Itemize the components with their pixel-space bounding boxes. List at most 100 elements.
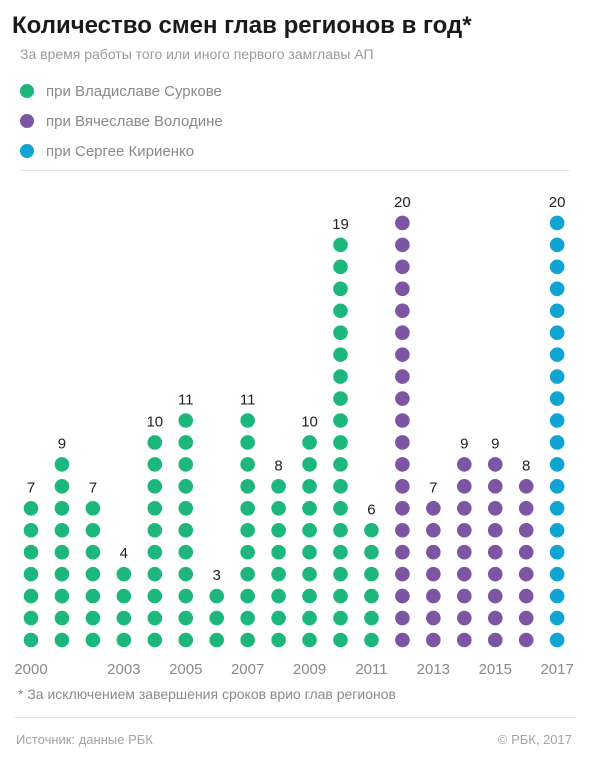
dot-2005-11 (178, 413, 194, 428)
dot-2013-3 (426, 588, 441, 604)
dot-2010-7 (333, 501, 348, 516)
dot-2017-5 (549, 544, 565, 560)
dot-2015-5 (487, 544, 503, 560)
dot-2016-4 (518, 566, 534, 582)
dot-2005-6 (178, 522, 194, 538)
value-label-2013: 7 (429, 479, 437, 496)
dot-2012-15 (395, 325, 410, 341)
dot-2012-14 (395, 347, 410, 362)
dot-2005-8 (178, 479, 194, 494)
dot-2008-3 (271, 588, 286, 604)
dot-2004-5 (147, 544, 163, 560)
dot-2001-6 (54, 522, 70, 538)
x-tick-2011: 2011 (355, 661, 387, 678)
dot-2001-8 (54, 479, 70, 494)
dot-2009-7 (302, 501, 317, 516)
dot-2000-1 (23, 632, 39, 648)
dot-2014-5 (457, 544, 472, 560)
dot-2017-20 (549, 215, 565, 231)
dot-2005-2 (178, 610, 194, 626)
dot-2009-6 (302, 522, 317, 538)
dot-2014-3 (457, 588, 472, 604)
dot-2010-9 (333, 457, 348, 472)
dot-2003-2 (116, 610, 132, 626)
legend-item-volodin: при Вячеславе Володине (20, 106, 223, 136)
dot-2013-2 (426, 610, 441, 626)
value-label-2015: 9 (491, 435, 499, 452)
dot-2005-1 (178, 632, 194, 648)
dot-2008-7 (271, 501, 286, 516)
dot-2008-5 (271, 544, 286, 560)
value-label-2009: 10 (301, 413, 318, 430)
dot-2013-6 (426, 522, 441, 538)
dot-2012-12 (395, 391, 410, 406)
dot-2010-1 (333, 632, 348, 648)
dot-2007-8 (240, 479, 255, 494)
dot-2003-1 (116, 632, 132, 648)
dot-2012-11 (395, 413, 410, 428)
x-tick-2015: 2015 (479, 661, 512, 678)
dot-2004-6 (147, 522, 163, 538)
dot-2001-5 (54, 544, 70, 560)
chart-title: Количество смен глав регионов в год* (12, 12, 472, 39)
dot-2011-6 (364, 522, 379, 538)
dot-2009-3 (302, 588, 317, 604)
dot-2008-8 (271, 479, 286, 494)
top-divider (20, 170, 570, 171)
dot-2015-9 (487, 457, 503, 472)
dot-2017-8 (549, 479, 565, 494)
dot-2007-6 (240, 522, 255, 538)
dot-2012-6 (395, 522, 410, 538)
dot-2001-9 (54, 457, 70, 472)
dot-2015-7 (487, 501, 503, 516)
value-label-2007: 11 (240, 392, 256, 409)
x-tick-2007: 2007 (231, 661, 264, 678)
dot-2012-8 (395, 479, 410, 494)
dot-2004-4 (147, 566, 163, 582)
dot-2000-4 (23, 566, 39, 582)
dot-2005-3 (178, 588, 194, 604)
dot-2017-9 (549, 457, 565, 472)
dot-2010-6 (333, 522, 348, 538)
dot-2017-13 (549, 369, 565, 384)
value-label-2017: 20 (549, 194, 566, 211)
dot-2017-3 (549, 588, 565, 604)
x-tick-2017: 2017 (540, 661, 573, 678)
dot-2011-1 (364, 632, 379, 648)
dot-2012-18 (395, 259, 410, 275)
dot-2017-18 (549, 259, 565, 275)
dot-2010-2 (333, 610, 348, 626)
legend: при Владиславе Суркове при Вячеславе Вол… (20, 76, 223, 166)
x-tick-2009: 2009 (293, 661, 326, 678)
dot-2016-5 (518, 544, 534, 560)
legend-item-kirienko: при Сергее Кириенко (20, 136, 223, 166)
dot-2014-4 (457, 566, 472, 582)
dot-2003-4 (116, 566, 132, 582)
dot-2017-4 (549, 566, 565, 582)
dot-2017-15 (549, 325, 565, 341)
dot-2008-4 (271, 566, 286, 582)
dot-2004-3 (147, 588, 163, 604)
dot-2014-7 (457, 501, 472, 516)
dot-2010-16 (333, 303, 348, 319)
legend-dot-surkov (20, 84, 34, 98)
dot-2010-14 (333, 347, 348, 362)
dot-2003-3 (116, 588, 132, 604)
dot-2017-7 (549, 501, 565, 516)
dot-2017-2 (549, 610, 565, 626)
dot-2009-10 (302, 435, 317, 450)
dot-2011-4 (364, 566, 379, 582)
legend-label-volodin: при Вячеславе Володине (46, 112, 223, 130)
copyright: © РБК, 2017 (497, 732, 572, 747)
dot-2005-9 (178, 457, 194, 472)
dot-2012-10 (395, 435, 410, 450)
dot-2017-12 (549, 391, 565, 406)
source-note: Источник: данные РБК (16, 732, 153, 747)
dot-2010-5 (333, 544, 348, 560)
dot-2005-4 (178, 566, 194, 582)
dot-2014-6 (457, 522, 472, 538)
dot-2015-1 (487, 632, 503, 648)
x-tick-2013: 2013 (417, 661, 450, 678)
dot-2007-5 (240, 544, 255, 560)
dot-2017-19 (549, 237, 565, 253)
